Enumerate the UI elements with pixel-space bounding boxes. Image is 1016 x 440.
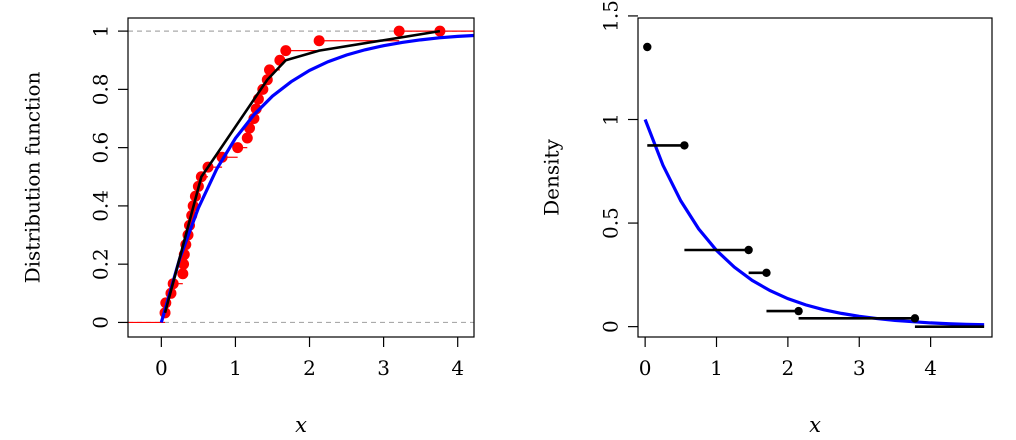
- data-point: [232, 142, 244, 154]
- y-tick-label: 0: [599, 320, 623, 333]
- density-point: [762, 268, 771, 277]
- density-point: [680, 141, 689, 150]
- y-tick-label: 0.8: [89, 73, 113, 105]
- y-tick-label: 1.5: [599, 0, 623, 32]
- plot-frame: [127, 17, 475, 338]
- x-tick-label: 3: [853, 356, 866, 380]
- data-point: [280, 45, 292, 57]
- y-tick-label: 1: [89, 25, 113, 38]
- x-axis-title: x: [809, 413, 821, 437]
- polygon-line: [163, 29, 441, 314]
- data-point: [177, 268, 189, 280]
- x-axis-title: x: [295, 413, 307, 437]
- y-tick-label: 0.6: [89, 132, 113, 164]
- plot-area: [643, 42, 985, 328]
- x-tick-label: 0: [155, 356, 168, 380]
- y-axis-title: Distribution function: [21, 71, 45, 283]
- density-point: [744, 245, 753, 255]
- x-tick-label: 4: [451, 356, 464, 380]
- x-tick-label: 1: [710, 356, 723, 380]
- data-point: [264, 64, 276, 76]
- data-point: [393, 25, 405, 37]
- x-tick-label: 2: [303, 356, 316, 380]
- data-point: [241, 132, 253, 144]
- x-tick-label: 0: [639, 356, 652, 380]
- density-point: [794, 306, 803, 316]
- density-point: [910, 314, 920, 323]
- density-point: [643, 42, 652, 52]
- y-tick-label: 0.5: [599, 207, 623, 239]
- cdf-panel: 0 1 2 3 4 0 0.2 0.4 0.6 0.8 1 x Distribution functio…: [21, 17, 475, 437]
- y-tick-label: 0.4: [89, 190, 113, 222]
- y-tick-label: 0.2: [89, 248, 113, 280]
- x-tick-label: 4: [924, 356, 937, 380]
- y-tick-label: 0: [89, 316, 113, 329]
- fitted-curve: [643, 118, 985, 327]
- x-tick-label: 1: [229, 356, 242, 380]
- density-panel: 0 1 2 3 4 0 0.5 1 1.5 x Density: [540, 0, 993, 437]
- y-axis-title: Density: [540, 138, 564, 215]
- y-tick-label: 1: [599, 113, 623, 126]
- x-tick-label: 3: [377, 356, 390, 380]
- data-point: [313, 35, 325, 47]
- fitted-curve: [159, 33, 474, 323]
- plot-frame: [637, 17, 993, 338]
- data-point: [178, 258, 190, 270]
- plot-area: [128, 25, 474, 324]
- x-tick-label: 2: [782, 356, 795, 380]
